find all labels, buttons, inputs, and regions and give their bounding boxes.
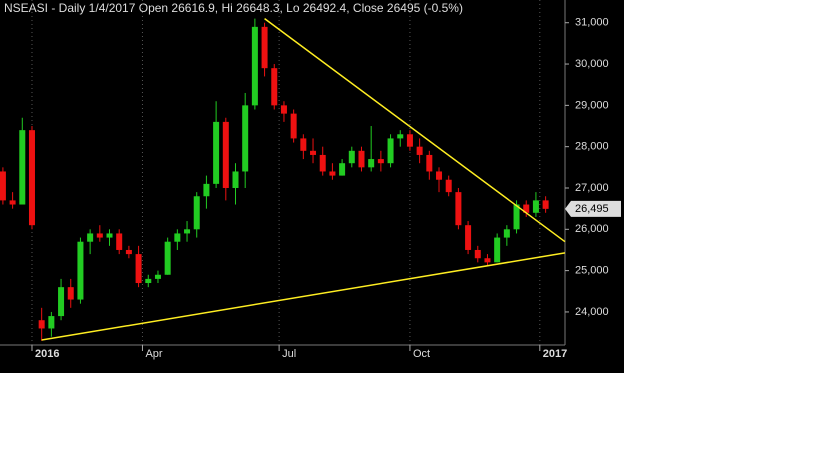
y-tick-label: 29,000 — [575, 99, 609, 111]
candle-body — [77, 241, 84, 300]
last-price-box — [565, 200, 621, 217]
chart-title: NSEASI - Daily 1/4/2017 Open 26616.9, Hi… — [4, 1, 463, 15]
candle-body — [484, 258, 491, 263]
candle-body — [368, 159, 375, 168]
x-tick-label: Oct — [413, 348, 430, 360]
candle-body — [67, 287, 74, 300]
candle-body — [58, 287, 65, 317]
candle-body — [436, 171, 443, 180]
candle-body — [261, 26, 268, 69]
candle-body — [513, 204, 520, 230]
y-tick-label: 31,000 — [575, 17, 609, 29]
candle-body — [523, 204, 530, 213]
candle-body — [251, 26, 258, 106]
candle-body — [445, 179, 452, 193]
candle-body — [455, 192, 462, 226]
candle-body — [426, 154, 433, 172]
candle-body — [193, 196, 200, 230]
chart-background — [0, 0, 624, 373]
candle-body — [465, 225, 472, 250]
candle-body — [542, 200, 549, 209]
candle-body — [213, 121, 220, 184]
candle-body — [116, 233, 123, 250]
candle-body — [377, 159, 384, 164]
y-tick-label: 30,000 — [575, 58, 609, 70]
candle-body — [339, 163, 346, 176]
candle-body — [416, 146, 423, 155]
candle-body — [125, 249, 132, 255]
candle-body — [387, 138, 394, 164]
candle-body — [242, 105, 249, 172]
candle-body — [348, 150, 355, 164]
x-tick-label: Apr — [145, 348, 162, 360]
candle-body — [329, 171, 336, 176]
candle-body — [135, 254, 142, 284]
y-tick-label: 27,000 — [575, 182, 609, 194]
candle-body — [474, 249, 481, 259]
trendline — [41, 252, 566, 341]
candle-body — [271, 68, 278, 106]
candle-body — [203, 183, 210, 197]
x-tick-label: 2016 — [35, 348, 59, 360]
candle-body — [310, 150, 317, 155]
candle-body — [232, 171, 239, 188]
candle-body — [96, 233, 103, 238]
candle-body — [106, 233, 113, 238]
x-tick-label: Jul — [282, 348, 296, 360]
candle-body — [532, 200, 539, 213]
candle-body — [406, 134, 413, 147]
y-tick-label: 24,000 — [575, 306, 609, 318]
candle-body — [397, 134, 404, 139]
candle-body — [503, 229, 510, 238]
candle-body — [87, 233, 94, 242]
candle-body — [184, 229, 191, 234]
candle-body — [222, 121, 229, 188]
candle-body — [300, 138, 307, 151]
y-tick-label: 28,000 — [575, 141, 609, 153]
candle-body — [28, 130, 35, 226]
candle-body — [494, 237, 501, 263]
candle-body — [319, 154, 326, 172]
candle-body — [174, 233, 181, 242]
last-price-label: 26,495 — [575, 203, 609, 215]
candle-body — [38, 320, 45, 329]
candle-body — [145, 278, 152, 284]
candle-body — [19, 130, 26, 205]
candle-body — [48, 316, 55, 329]
candle-body — [9, 200, 16, 205]
candle-body — [290, 113, 297, 139]
y-tick-label: 25,000 — [575, 265, 609, 277]
candle-body — [280, 105, 287, 114]
candle-body — [0, 171, 6, 201]
y-tick-label: 26,000 — [575, 223, 609, 235]
trendline — [264, 17, 566, 243]
x-tick-label: 2017 — [543, 348, 567, 360]
candle-body — [358, 150, 365, 168]
candle-body — [154, 274, 161, 279]
candle-body — [164, 241, 171, 275]
